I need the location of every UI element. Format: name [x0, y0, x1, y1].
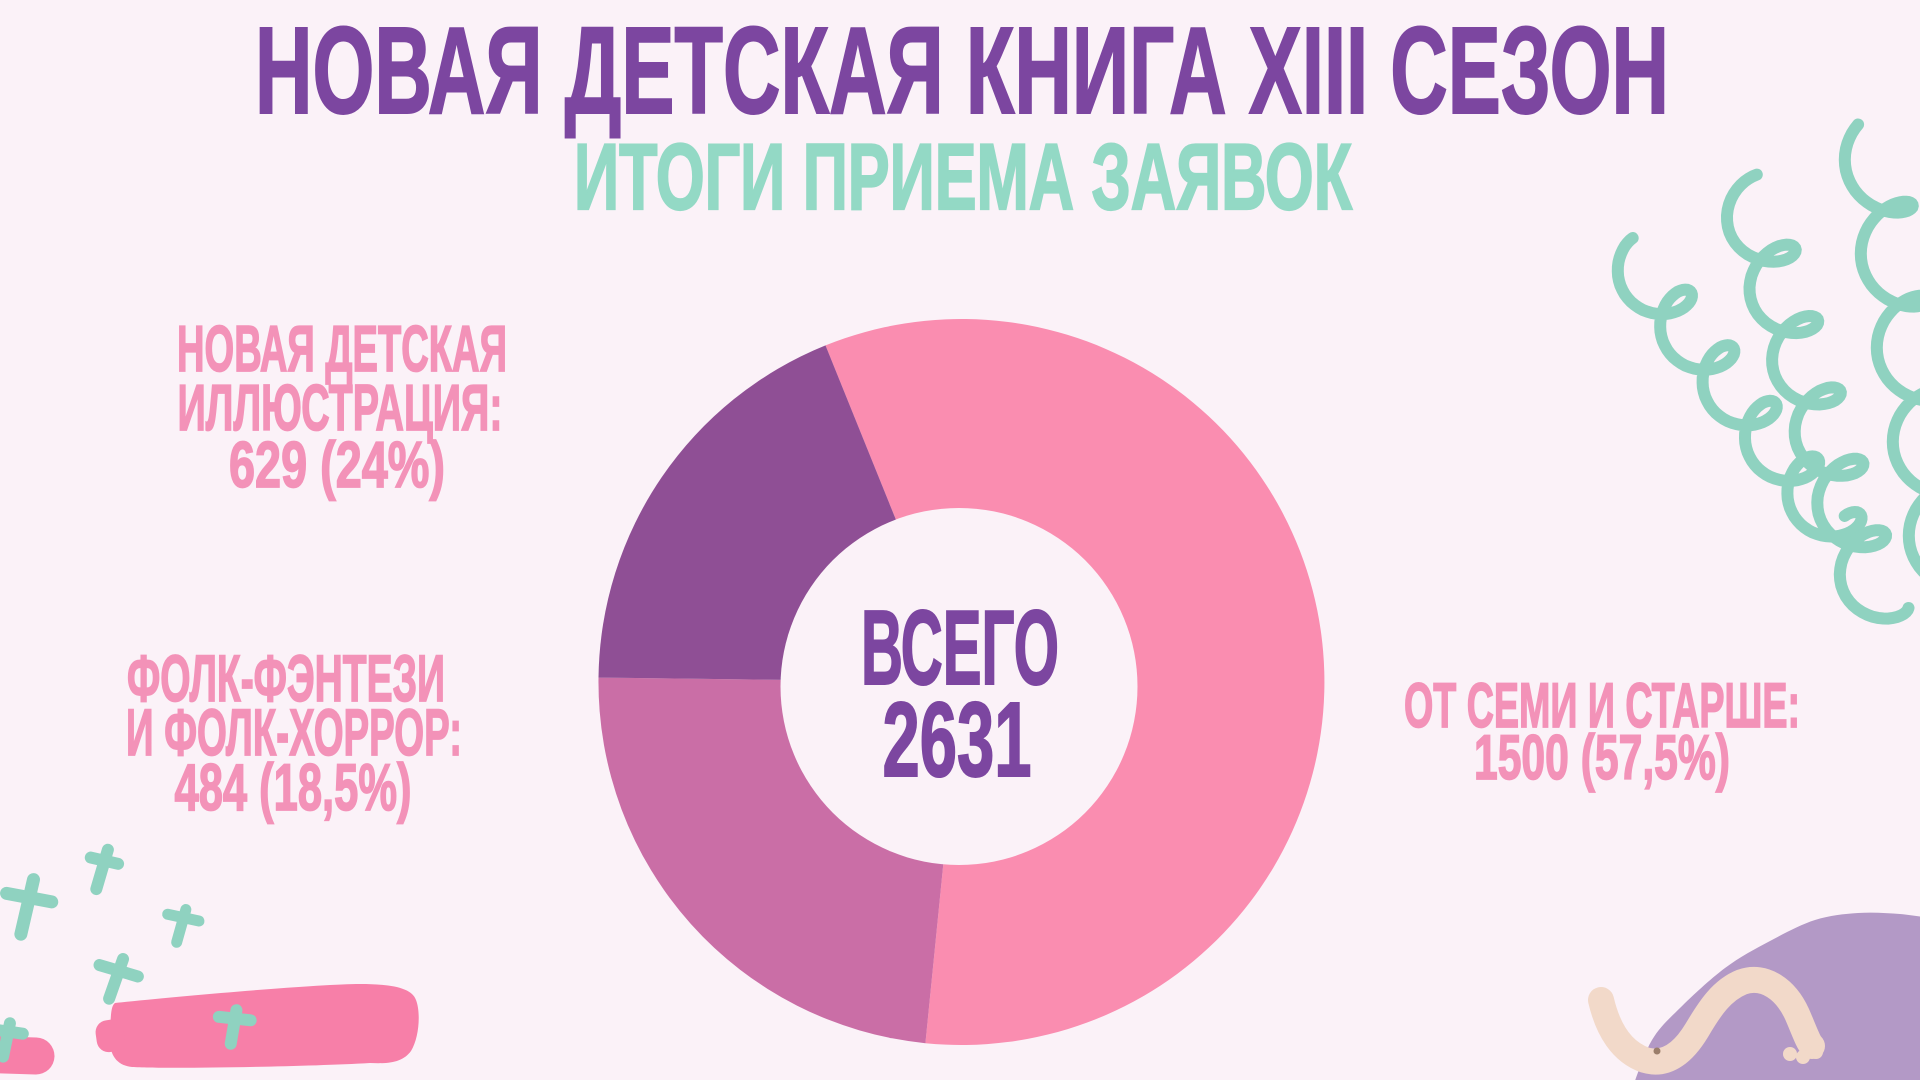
svg-text:И ФОЛК-ХОРРОР:: И ФОЛК-ХОРРОР: [126, 695, 462, 769]
svg-text:ВСЕГО: ВСЕГО [861, 589, 1059, 707]
svg-text:ФОЛК-ФЭНТЕЗИ: ФОЛК-ФЭНТЕЗИ [127, 641, 445, 715]
svg-text:2631: 2631 [883, 681, 1032, 799]
svg-text:ИТОГИ ПРИЕМА ЗАЯВОК: ИТОГИ ПРИЕМА ЗАЯВОК [574, 124, 1352, 229]
svg-text:1500 (57,5%): 1500 (57,5%) [1474, 723, 1730, 793]
svg-text:НОВАЯ ДЕТСКАЯ КНИГА XIII СЕЗОН: НОВАЯ ДЕТСКАЯ КНИГА XIII СЕЗОН [255, 3, 1669, 140]
svg-text:629 (24%): 629 (24%) [229, 428, 445, 501]
svg-text:484 (18,5%): 484 (18,5%) [175, 750, 412, 824]
svg-text:ИЛЛЮСТРАЦИЯ:: ИЛЛЮСТРАЦИЯ: [178, 371, 503, 444]
svg-text:НОВАЯ ДЕТСКАЯ: НОВАЯ ДЕТСКАЯ [177, 312, 507, 385]
svg-text:ОТ СЕМИ И СТАРШЕ:: ОТ СЕМИ И СТАРШЕ: [1404, 671, 1800, 741]
